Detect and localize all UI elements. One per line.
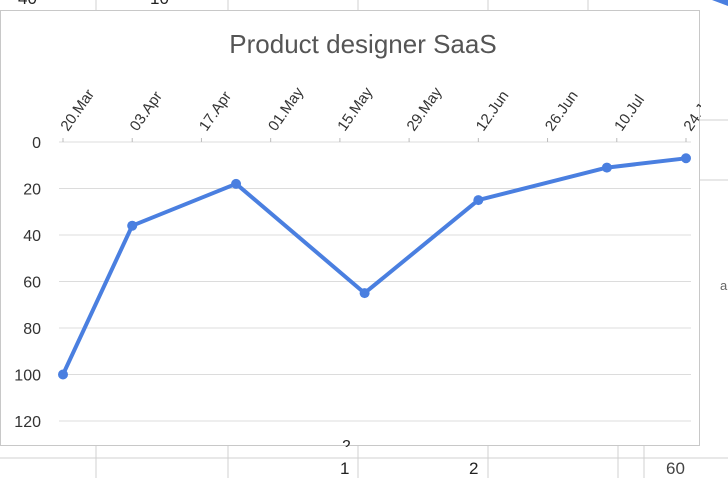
y-tick-label: 40 xyxy=(23,228,41,245)
y-tick-label: 0 xyxy=(32,135,41,152)
top-cell[interactable]: 10 xyxy=(150,0,169,8)
scroll-corner-icon xyxy=(712,0,728,6)
x-tick-label: 24.Jul xyxy=(680,92,701,135)
x-tick-label: 26.Jun xyxy=(542,88,582,135)
data-point xyxy=(473,195,484,206)
data-point xyxy=(359,288,370,299)
data-point xyxy=(127,220,138,231)
data-point xyxy=(58,369,68,380)
x-tick-label: 01.May xyxy=(265,84,307,134)
data-point xyxy=(231,178,242,189)
y-tick-label: 60 xyxy=(23,275,41,292)
y-tick-label: 120 xyxy=(14,414,41,431)
fragment-cell[interactable]: a xyxy=(720,278,728,293)
top-cell[interactable]: 40 xyxy=(18,0,37,8)
chart-card[interactable]: Product designer SaaS 20.Mar 03.Apr 17.Apr… xyxy=(0,10,701,447)
x-tick-label: 17.Apr xyxy=(196,88,235,134)
data-point xyxy=(601,162,612,173)
bottom-cell[interactable]: 60 xyxy=(666,459,685,478)
x-tick-label: 15.May xyxy=(334,84,376,134)
bottom-cell[interactable]: 2 xyxy=(469,459,478,478)
x-tick-label: 03.Apr xyxy=(127,88,166,134)
y-tick-label: 80 xyxy=(23,321,41,338)
x-tick-label: 10.Jul xyxy=(611,92,648,135)
series-line xyxy=(61,156,688,377)
chart-title: Product designer SaaS xyxy=(229,29,496,59)
x-tick-label: 12.Jun xyxy=(473,88,513,135)
x-tick-label: 29.May xyxy=(403,84,445,134)
x-tick-label: 20.Mar xyxy=(57,86,98,134)
bottom-cell[interactable]: 1 xyxy=(340,459,349,478)
line-chart: Product designer SaaS 20.Mar 03.Apr 17.Apr… xyxy=(14,29,701,431)
y-tick-label: 20 xyxy=(23,182,41,199)
data-point xyxy=(681,153,691,164)
y-tick-label: 100 xyxy=(14,368,41,385)
